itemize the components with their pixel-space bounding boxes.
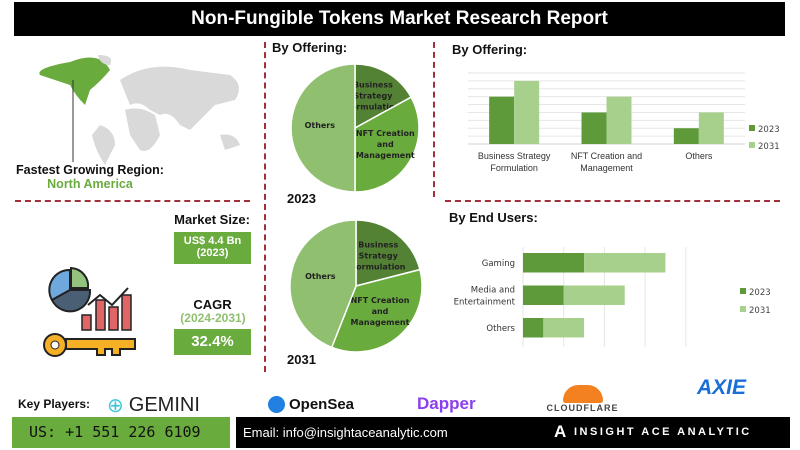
bar bbox=[606, 96, 632, 144]
bar-title: By Offering: bbox=[452, 42, 528, 57]
category-label: Gaming bbox=[482, 259, 515, 269]
gemini-icon: ⊕ bbox=[107, 395, 124, 417]
offering-bar-chart: Business Strategy Formulation NFT Creation… bbox=[468, 72, 780, 173]
pie-label-line: and bbox=[372, 307, 389, 316]
logo-gemini: ⊕ GEMINI bbox=[107, 394, 200, 417]
cagr-period: (2024-2031) bbox=[180, 311, 246, 325]
region-label: Fastest Growing Region: bbox=[16, 163, 164, 177]
legend-swatch bbox=[740, 288, 746, 294]
bar bbox=[673, 128, 699, 144]
logo-axie: AXIE bbox=[697, 376, 747, 399]
logo-cloudflare: CLOUDFLARE bbox=[540, 385, 625, 413]
market-size-box: US$ 4.4 Bn (2023) bbox=[174, 232, 251, 264]
market-size-value: US$ 4.4 Bn bbox=[183, 235, 242, 247]
bar-segment bbox=[543, 318, 585, 338]
pie-label: Business Strategy Formulation bbox=[346, 81, 401, 112]
divider bbox=[264, 42, 266, 372]
pie-label-line: Formulation bbox=[351, 262, 406, 271]
pie-label-line: Strategy bbox=[359, 251, 399, 260]
pie-slice bbox=[330, 268, 423, 353]
bar-segment bbox=[523, 285, 564, 305]
pie-label: Others bbox=[305, 121, 336, 130]
cagr-value: 32.4% bbox=[174, 329, 251, 355]
pie-slice bbox=[354, 63, 413, 130]
divider bbox=[445, 200, 780, 202]
bar-segment bbox=[563, 285, 625, 305]
key-players-label: Key Players: bbox=[18, 397, 91, 411]
pie-label-line: Management bbox=[351, 318, 410, 327]
market-size-label: Market Size: bbox=[174, 212, 250, 227]
bar bbox=[514, 80, 540, 144]
footer-bar: Email: info@insightaceanalytic.com A INS… bbox=[236, 417, 790, 448]
pie-label: NFT Creation and Management bbox=[351, 296, 410, 327]
category-label: Others bbox=[486, 324, 515, 334]
category-label: Entertainment bbox=[454, 298, 516, 308]
logo-opensea: OpenSea bbox=[268, 396, 354, 413]
phone: US: +1 551 226 6109 bbox=[12, 417, 230, 448]
legend-swatch bbox=[740, 306, 746, 312]
divider bbox=[15, 200, 250, 202]
cagr-label: CAGR bbox=[193, 297, 232, 312]
legend-label: 2023 bbox=[749, 288, 771, 298]
email[interactable]: Email: info@insightaceanalytic.com bbox=[243, 425, 448, 440]
legend-label: 2031 bbox=[758, 142, 780, 152]
divider bbox=[433, 42, 435, 197]
pie-slice bbox=[290, 63, 356, 193]
pie-label-line: NFT Creation bbox=[356, 129, 415, 138]
pie-slice bbox=[354, 96, 420, 193]
pie-label: Others bbox=[305, 272, 336, 281]
opensea-icon bbox=[268, 396, 285, 413]
category-label: Others bbox=[685, 151, 713, 161]
pie-2031-label: 2031 bbox=[287, 352, 316, 367]
bar bbox=[489, 96, 515, 144]
market-size-year: (2023) bbox=[196, 247, 229, 259]
bar-segment bbox=[523, 253, 585, 273]
pie-label: NFT Creation and Management bbox=[356, 129, 415, 160]
bar bbox=[698, 112, 724, 144]
pie-slice bbox=[289, 219, 357, 349]
pie-label-line: NFT Creation bbox=[351, 296, 410, 305]
world-map bbox=[39, 55, 240, 165]
pie-label-line: Others bbox=[305, 121, 336, 130]
pie-label-line: Management bbox=[356, 151, 415, 160]
pie-label-line: Formulation bbox=[346, 103, 401, 112]
enduser-bar-chart: Gaming Media and Entertainment Others 2023 20… bbox=[454, 247, 771, 347]
pie-slice bbox=[355, 219, 421, 287]
legend-label: 2023 bbox=[758, 125, 780, 135]
pie-label-line: Strategy bbox=[353, 92, 393, 101]
region-value: North America bbox=[47, 177, 133, 191]
category-label: Formulation bbox=[490, 163, 538, 173]
pie-title: By Offering: bbox=[272, 40, 348, 55]
pie-label-line: Business bbox=[358, 240, 398, 249]
category-label: Business Strategy bbox=[478, 151, 551, 161]
category-label: NFT Creation and bbox=[571, 151, 642, 161]
pie-label: Business Strategy Formulation bbox=[351, 240, 406, 271]
brand-icon: A bbox=[554, 422, 567, 441]
pie-label-line: Business bbox=[353, 81, 393, 90]
bar bbox=[581, 112, 607, 144]
brand-name: INSIGHT ACE ANALYTIC bbox=[574, 426, 752, 438]
legend-swatch bbox=[749, 142, 755, 148]
enduser-title: By End Users: bbox=[449, 210, 538, 225]
pie-label-line: and bbox=[377, 140, 394, 149]
cloud-icon bbox=[562, 385, 603, 403]
report-title: Non-Fungible Tokens Market Research Repo… bbox=[14, 2, 785, 36]
logo-dapper: Dapper bbox=[417, 394, 476, 413]
growth-key-illustration bbox=[43, 266, 136, 357]
bar-segment bbox=[584, 253, 666, 273]
category-label: Media and bbox=[471, 286, 515, 296]
pie-charts: Business Strategy Formulation NFT Creation a… bbox=[289, 63, 423, 353]
pie-label-line: Others bbox=[305, 272, 336, 281]
category-label: Management bbox=[580, 163, 633, 173]
pie-2023-label: 2023 bbox=[287, 191, 316, 206]
legend-swatch bbox=[749, 125, 755, 131]
legend-label: 2031 bbox=[749, 306, 771, 316]
bar-segment bbox=[523, 318, 544, 338]
